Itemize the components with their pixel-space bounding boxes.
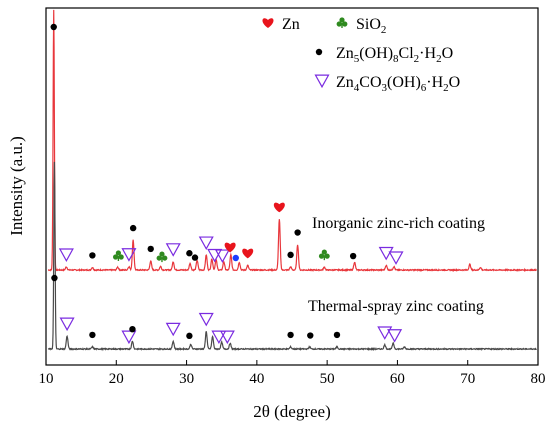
legend-label-part: (OH) bbox=[387, 74, 421, 91]
x-tick-label: 80 bbox=[531, 371, 546, 387]
marker-dot bbox=[129, 224, 137, 232]
series-layer bbox=[47, 9, 538, 352]
legend-marker-triangle-down bbox=[314, 74, 330, 89]
marker-dot bbox=[89, 252, 96, 259]
plot-frame bbox=[45, 7, 539, 366]
legend-label: Zn bbox=[282, 16, 300, 33]
legend-marker-heart bbox=[262, 18, 274, 28]
marker-triangle-down bbox=[59, 317, 75, 332]
y-axis-label: Intensity (a.u.) bbox=[7, 136, 26, 236]
marker-dot bbox=[307, 332, 314, 339]
x-axis-label: 2θ (degree) bbox=[253, 402, 331, 421]
marker-club bbox=[112, 250, 124, 261]
marker-triangle-down bbox=[121, 248, 137, 262]
marker-triangle-down bbox=[377, 326, 393, 340]
marker-heart bbox=[224, 242, 236, 253]
marker-dot bbox=[287, 331, 294, 339]
x-tick-label: 30 bbox=[179, 371, 194, 387]
marker-triangle-down bbox=[207, 248, 223, 263]
marker-dot bbox=[50, 23, 57, 31]
legend-label-part: Zn bbox=[282, 16, 300, 33]
marker-triangle-down bbox=[165, 243, 181, 257]
legend-label-part: Zn bbox=[336, 45, 354, 62]
legend-label-part: 2 bbox=[414, 53, 420, 65]
legend-marker-club bbox=[336, 17, 348, 28]
legend-label-part: 4 bbox=[354, 82, 360, 94]
x-tick-label: 20 bbox=[109, 371, 124, 387]
legend-label: Zn5(OH)8Cl2·H2O bbox=[336, 45, 453, 65]
marker-dot bbox=[191, 254, 199, 261]
marker-triangle-down bbox=[214, 249, 230, 264]
x-tick-label: 60 bbox=[390, 371, 405, 387]
marker-triangle-down bbox=[121, 330, 137, 345]
x-tick-label: 50 bbox=[320, 371, 335, 387]
marker-triangle-down bbox=[58, 248, 74, 262]
legend-marker-dot bbox=[315, 48, 323, 56]
legend-label-part: ·H bbox=[419, 45, 436, 62]
x-axis-ticks: 10 20 30 40 50 60 70 80 bbox=[39, 360, 546, 387]
marker-dot bbox=[129, 326, 136, 333]
x-tick-label: 70 bbox=[460, 371, 475, 387]
marker-triangle-down bbox=[198, 236, 214, 251]
legend-label-part: 6 bbox=[421, 82, 427, 94]
marker-dot bbox=[147, 245, 154, 253]
marker-triangle-down bbox=[387, 329, 403, 343]
marker-dot-blue bbox=[232, 254, 239, 262]
legend-label-part: CO bbox=[359, 74, 381, 91]
legend-label-part: (OH) bbox=[359, 45, 393, 62]
legend-label-part: 2 bbox=[436, 53, 442, 65]
series-line-1 bbox=[47, 161, 537, 352]
legend-label-part: 2 bbox=[443, 82, 449, 94]
x-tick-label: 40 bbox=[249, 371, 264, 387]
marker-dot bbox=[186, 332, 193, 340]
phase-markers bbox=[50, 23, 404, 345]
marker-triangle-down bbox=[198, 312, 214, 327]
marker-dot bbox=[287, 251, 294, 259]
series-label-thermal-spray: Thermal-spray zinc coating bbox=[308, 298, 484, 315]
marker-heart bbox=[242, 248, 254, 259]
legend-label-part: Zn bbox=[336, 74, 354, 91]
legend-label-part: 2 bbox=[381, 24, 387, 36]
x-tick-label: 10 bbox=[39, 371, 54, 387]
marker-triangle-down bbox=[211, 330, 227, 345]
legend-label-part: 8 bbox=[393, 53, 399, 65]
series-label-inorganic: Inorganic zinc-rich coating bbox=[312, 215, 485, 232]
marker-triangle-down bbox=[219, 330, 235, 345]
marker-triangle-down bbox=[165, 322, 181, 337]
legend-label-part: O bbox=[442, 45, 454, 62]
marker-dot bbox=[51, 274, 58, 282]
marker-dot bbox=[349, 252, 357, 260]
marker-dot bbox=[89, 331, 96, 339]
legend-label: SiO2 bbox=[356, 16, 386, 36]
legend-label-part: ·H bbox=[426, 74, 443, 91]
marker-dot bbox=[186, 250, 193, 257]
marker-club bbox=[156, 251, 168, 263]
marker-dot bbox=[294, 229, 301, 236]
marker-dot bbox=[333, 331, 341, 339]
marker-club bbox=[318, 249, 330, 261]
marker-triangle-down bbox=[378, 246, 394, 261]
legend-label-part: O bbox=[449, 74, 461, 91]
marker-triangle-down bbox=[388, 251, 404, 265]
legend-label-part: Cl bbox=[399, 45, 415, 62]
series-line-0 bbox=[47, 9, 538, 273]
legend-label-part: 3 bbox=[382, 82, 388, 94]
legend-label-part: 5 bbox=[354, 53, 360, 65]
legend-label: Zn4CO3(OH)6·H2O bbox=[336, 74, 460, 94]
legend-label-part: SiO bbox=[356, 16, 381, 33]
marker-heart bbox=[273, 202, 285, 213]
